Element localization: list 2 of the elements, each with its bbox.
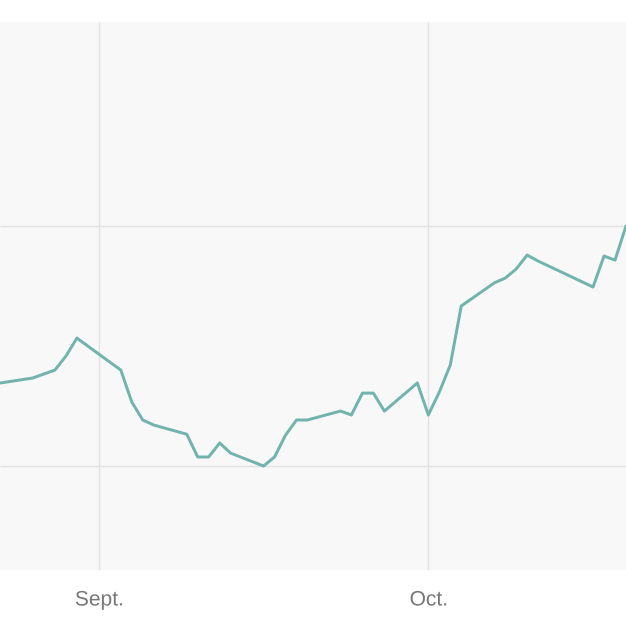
x-tick-label: Sept. — [74, 588, 124, 610]
x-tick-label: Oct. — [410, 588, 448, 610]
